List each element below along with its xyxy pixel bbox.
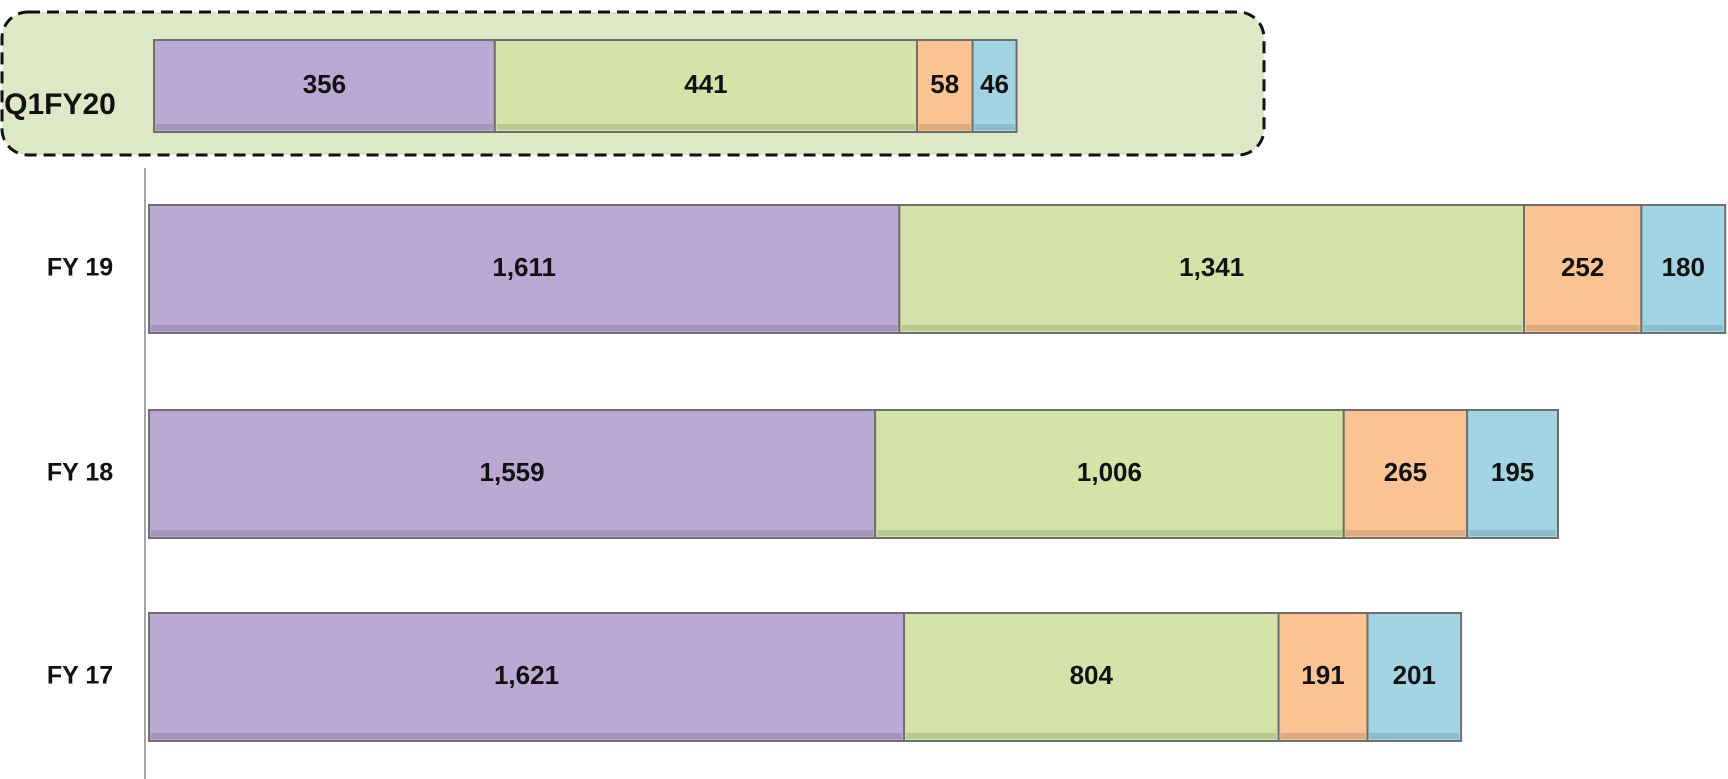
y-tick-label: FY 18 xyxy=(47,459,113,487)
data-label: 191 xyxy=(1301,660,1344,690)
data-label: 804 xyxy=(1070,660,1114,690)
bar-shade xyxy=(974,124,1015,130)
data-label: 1,006 xyxy=(1077,457,1142,487)
data-label: 1,341 xyxy=(1179,252,1244,282)
bar-segment xyxy=(971,39,1018,133)
bar-shade xyxy=(151,325,898,331)
y-tick-label: FY 17 xyxy=(47,662,113,690)
bar-shade xyxy=(1525,325,1640,331)
bar-shade xyxy=(496,124,915,130)
data-label: 1,621 xyxy=(494,660,559,690)
data-label: 180 xyxy=(1662,252,1705,282)
bar-shade xyxy=(1345,530,1466,536)
bar-shade xyxy=(151,530,874,536)
data-label: 1,611 xyxy=(492,252,556,282)
data-label: 265 xyxy=(1384,457,1427,487)
bar-segment xyxy=(148,204,901,334)
bar-shade xyxy=(1643,325,1724,331)
bar-shade xyxy=(156,124,493,130)
data-label: 58 xyxy=(930,69,959,99)
data-label: 252 xyxy=(1561,252,1604,282)
data-label: 441 xyxy=(684,69,727,99)
bar-shade xyxy=(1280,733,1366,739)
bar-segment xyxy=(903,612,1280,742)
data-label: 356 xyxy=(303,69,346,99)
bar-shade xyxy=(918,124,971,130)
bar-shade xyxy=(1369,733,1460,739)
bar-segment xyxy=(874,409,1345,539)
bar-segment xyxy=(1466,409,1559,539)
data-label: 195 xyxy=(1491,457,1534,487)
data-label: 46 xyxy=(980,69,1009,99)
data-label: 201 xyxy=(1393,660,1436,690)
bar-segment xyxy=(898,204,1525,334)
y-tick-label: Q1FY20 xyxy=(4,88,116,121)
bar-segment xyxy=(1522,204,1643,334)
bar-segment xyxy=(1640,204,1727,334)
bar-shade xyxy=(901,325,1522,331)
bar-segment xyxy=(1277,612,1369,742)
bar-segment xyxy=(148,612,906,742)
bar-segment xyxy=(1366,612,1463,742)
bar-segment xyxy=(915,39,974,133)
bar-shade xyxy=(906,733,1277,739)
bar-segment xyxy=(148,409,877,539)
bar-shade xyxy=(877,530,1342,536)
y-tick-label: FY 19 xyxy=(47,254,113,282)
bar-shade xyxy=(1469,530,1556,536)
data-label: 1,559 xyxy=(480,457,545,487)
bar-segment xyxy=(1342,409,1469,539)
bar-segment xyxy=(153,39,496,133)
bar-shade xyxy=(151,733,903,739)
